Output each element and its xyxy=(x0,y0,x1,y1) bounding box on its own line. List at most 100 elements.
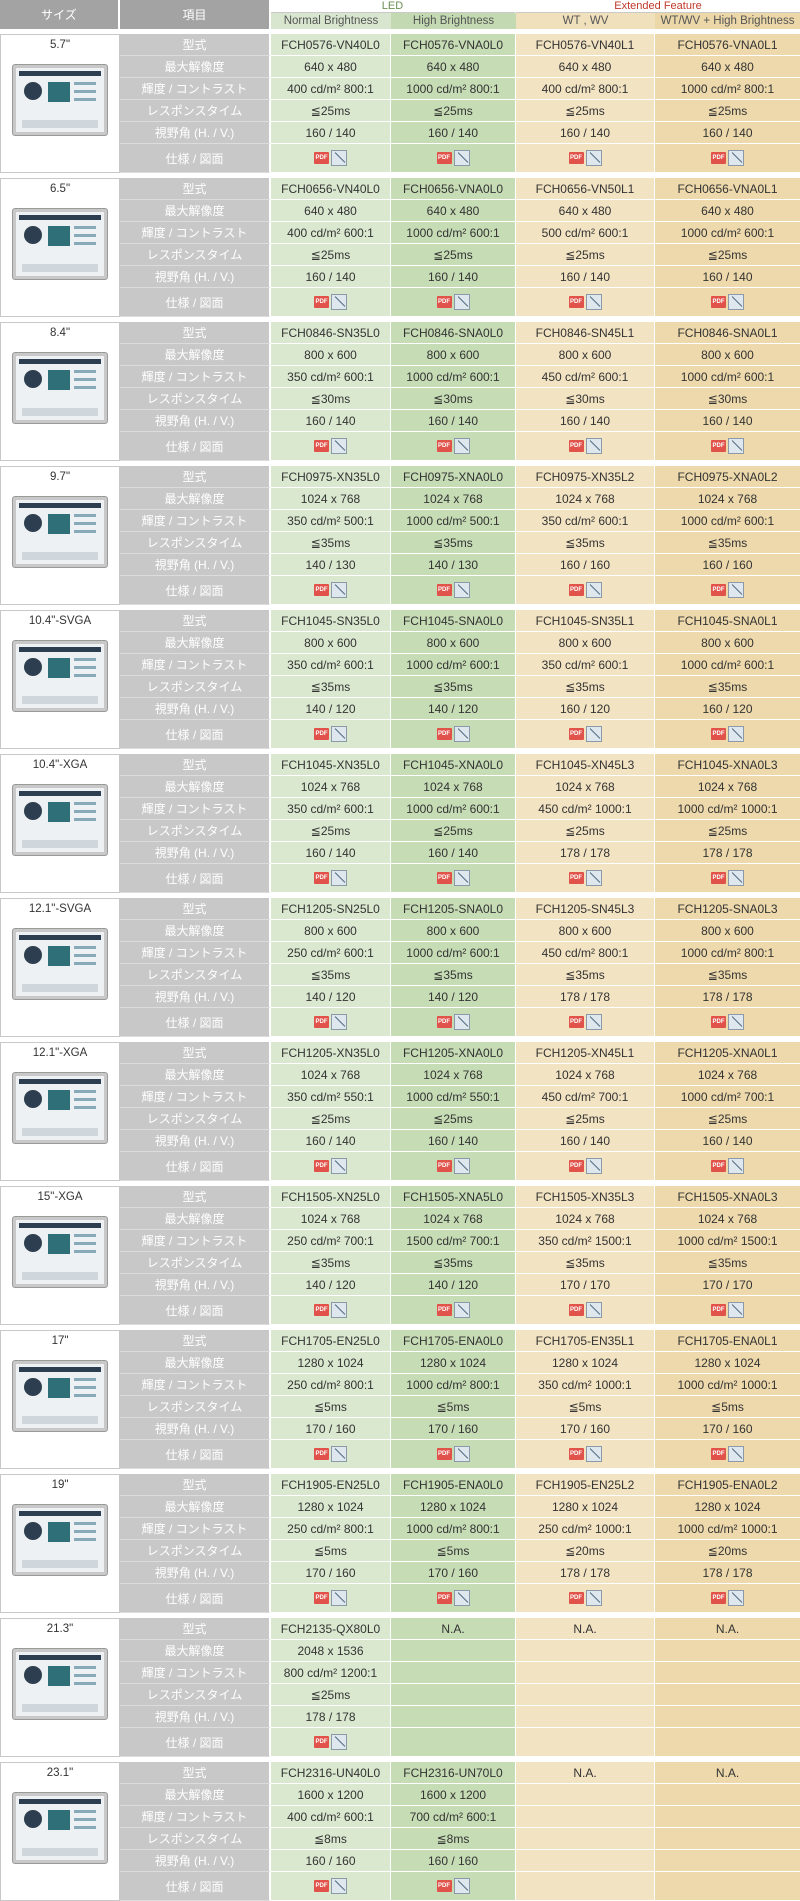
drawing-icon[interactable] xyxy=(331,1446,347,1462)
drawing-icon[interactable] xyxy=(585,438,602,454)
drawing-icon[interactable] xyxy=(728,870,744,886)
pdf-icon[interactable]: PDF xyxy=(711,440,726,452)
drawing-icon[interactable] xyxy=(453,438,470,454)
pdf-icon[interactable]: PDF xyxy=(711,1304,726,1316)
pdf-icon[interactable]: PDF xyxy=(711,1448,726,1460)
pdf-icon[interactable]: PDF xyxy=(568,440,584,452)
pdf-icon[interactable]: PDF xyxy=(314,1736,329,1748)
drawing-icon[interactable] xyxy=(453,870,470,886)
pdf-icon[interactable]: PDF xyxy=(314,1592,329,1604)
drawing-icon[interactable] xyxy=(585,1446,602,1462)
pdf-icon[interactable]: PDF xyxy=(436,728,452,740)
pdf-icon[interactable]: PDF xyxy=(314,1448,329,1460)
panel-pc-thumbnail[interactable] xyxy=(13,929,107,999)
drawing-icon[interactable] xyxy=(453,726,470,742)
pdf-icon[interactable]: PDF xyxy=(711,152,726,164)
drawing-icon[interactable] xyxy=(453,1446,470,1462)
drawing-icon[interactable] xyxy=(585,870,602,886)
panel-pc-thumbnail[interactable] xyxy=(13,1793,107,1863)
drawing-icon[interactable] xyxy=(585,1014,602,1030)
panel-pc-thumbnail[interactable] xyxy=(13,641,107,711)
pdf-icon[interactable]: PDF xyxy=(314,1160,329,1172)
pdf-icon[interactable]: PDF xyxy=(568,1448,584,1460)
pdf-icon[interactable]: PDF xyxy=(314,1304,329,1316)
drawing-icon[interactable] xyxy=(728,1302,744,1318)
drawing-icon[interactable] xyxy=(453,1158,470,1174)
drawing-icon[interactable] xyxy=(728,1014,744,1030)
drawing-icon[interactable] xyxy=(453,1590,470,1606)
pdf-icon[interactable]: PDF xyxy=(436,440,452,452)
pdf-icon[interactable]: PDF xyxy=(436,1304,452,1316)
panel-pc-thumbnail[interactable] xyxy=(13,1217,107,1287)
drawing-icon[interactable] xyxy=(728,1446,744,1462)
pdf-icon[interactable]: PDF xyxy=(711,728,726,740)
panel-pc-thumbnail[interactable] xyxy=(13,353,107,423)
pdf-icon[interactable]: PDF xyxy=(568,296,584,308)
drawing-icon[interactable] xyxy=(453,1878,470,1894)
panel-pc-thumbnail[interactable] xyxy=(13,1649,107,1719)
pdf-icon[interactable]: PDF xyxy=(314,152,329,164)
pdf-icon[interactable]: PDF xyxy=(711,296,726,308)
pdf-icon[interactable]: PDF xyxy=(436,152,452,164)
pdf-icon[interactable]: PDF xyxy=(314,584,329,596)
drawing-icon[interactable] xyxy=(331,150,347,166)
drawing-icon[interactable] xyxy=(331,1014,347,1030)
drawing-icon[interactable] xyxy=(331,1734,347,1750)
pdf-icon[interactable]: PDF xyxy=(314,728,329,740)
drawing-icon[interactable] xyxy=(331,1302,347,1318)
drawing-icon[interactable] xyxy=(585,294,602,310)
pdf-icon[interactable]: PDF xyxy=(568,872,584,884)
drawing-icon[interactable] xyxy=(331,1158,347,1174)
pdf-icon[interactable]: PDF xyxy=(314,1016,329,1028)
pdf-icon[interactable]: PDF xyxy=(711,1016,726,1028)
pdf-icon[interactable]: PDF xyxy=(436,1448,452,1460)
drawing-icon[interactable] xyxy=(453,294,470,310)
drawing-icon[interactable] xyxy=(453,1014,470,1030)
pdf-icon[interactable]: PDF xyxy=(711,1160,726,1172)
drawing-icon[interactable] xyxy=(585,1158,602,1174)
drawing-icon[interactable] xyxy=(728,1158,744,1174)
pdf-icon[interactable]: PDF xyxy=(568,152,584,164)
pdf-icon[interactable]: PDF xyxy=(711,872,726,884)
pdf-icon[interactable]: PDF xyxy=(314,440,329,452)
pdf-icon[interactable]: PDF xyxy=(711,1592,726,1604)
pdf-icon[interactable]: PDF xyxy=(568,584,584,596)
pdf-icon[interactable]: PDF xyxy=(711,584,726,596)
pdf-icon[interactable]: PDF xyxy=(436,1592,452,1604)
drawing-icon[interactable] xyxy=(331,1590,347,1606)
drawing-icon[interactable] xyxy=(728,438,744,454)
drawing-icon[interactable] xyxy=(728,150,744,166)
pdf-icon[interactable]: PDF xyxy=(436,872,452,884)
drawing-icon[interactable] xyxy=(585,1590,602,1606)
drawing-icon[interactable] xyxy=(585,150,602,166)
panel-pc-thumbnail[interactable] xyxy=(13,497,107,567)
drawing-icon[interactable] xyxy=(331,438,347,454)
panel-pc-thumbnail[interactable] xyxy=(13,1361,107,1431)
pdf-icon[interactable]: PDF xyxy=(568,728,584,740)
pdf-icon[interactable]: PDF xyxy=(568,1592,584,1604)
pdf-icon[interactable]: PDF xyxy=(436,1016,452,1028)
panel-pc-thumbnail[interactable] xyxy=(13,785,107,855)
pdf-icon[interactable]: PDF xyxy=(436,296,452,308)
drawing-icon[interactable] xyxy=(453,1302,470,1318)
drawing-icon[interactable] xyxy=(331,582,347,598)
panel-pc-thumbnail[interactable] xyxy=(13,65,107,135)
pdf-icon[interactable]: PDF xyxy=(568,1016,584,1028)
drawing-icon[interactable] xyxy=(331,870,347,886)
panel-pc-thumbnail[interactable] xyxy=(13,209,107,279)
panel-pc-thumbnail[interactable] xyxy=(13,1505,107,1575)
panel-pc-thumbnail[interactable] xyxy=(13,1073,107,1143)
drawing-icon[interactable] xyxy=(331,294,347,310)
drawing-icon[interactable] xyxy=(331,1878,347,1894)
drawing-icon[interactable] xyxy=(728,294,744,310)
pdf-icon[interactable]: PDF xyxy=(436,584,452,596)
drawing-icon[interactable] xyxy=(585,1302,602,1318)
drawing-icon[interactable] xyxy=(728,582,744,598)
drawing-icon[interactable] xyxy=(585,726,602,742)
pdf-icon[interactable]: PDF xyxy=(314,872,329,884)
drawing-icon[interactable] xyxy=(728,1590,744,1606)
pdf-icon[interactable]: PDF xyxy=(314,296,329,308)
pdf-icon[interactable]: PDF xyxy=(568,1160,584,1172)
drawing-icon[interactable] xyxy=(585,582,602,598)
drawing-icon[interactable] xyxy=(728,726,744,742)
